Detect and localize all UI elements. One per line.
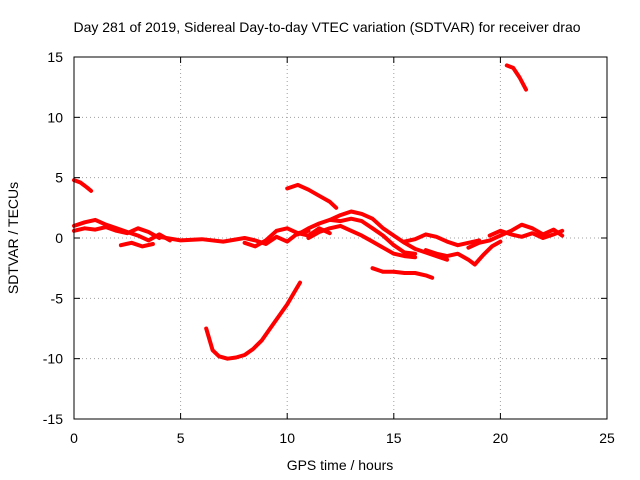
series-arc15 <box>466 222 565 250</box>
x-tick-label: 10 <box>279 430 295 446</box>
series-arc17 <box>504 63 528 92</box>
series-arc9 <box>295 216 418 256</box>
series-arc12 <box>370 266 435 280</box>
x-axis-label: GPS time / hours <box>287 457 394 473</box>
series-arc8 <box>285 182 339 210</box>
chart-title: Day 281 of 2019, Sidereal Day-to-day VTE… <box>73 19 580 35</box>
y-tick-label: -10 <box>43 351 63 367</box>
series-arc2 <box>72 225 162 240</box>
series-arc16 <box>487 228 565 240</box>
x-tick-label: 25 <box>599 430 615 446</box>
series-layer <box>72 63 565 361</box>
ticks <box>73 56 608 420</box>
series-arc7 <box>204 280 302 361</box>
tick-labels: 0 5 10 15 20 25 -15 -10 -5 0 5 10 15 <box>43 49 615 446</box>
y-tick-label: 15 <box>47 49 63 65</box>
y-tick-label: 10 <box>47 109 63 125</box>
y-tick-label: 0 <box>55 230 63 246</box>
series-arc10 <box>306 223 418 260</box>
series-arc4 <box>72 178 94 193</box>
x-tick-label: 5 <box>177 430 185 446</box>
series-arc14 <box>423 239 503 267</box>
x-tick-label: 0 <box>70 430 78 446</box>
series-arc11 <box>327 209 450 262</box>
series-arc13 <box>402 232 482 248</box>
y-tick-label: -15 <box>43 411 63 427</box>
series-arc3 <box>118 240 155 249</box>
y-tick-label: -5 <box>51 290 64 306</box>
series-arc5 <box>157 226 332 246</box>
x-tick-label: 20 <box>493 430 509 446</box>
y-tick-label: 5 <box>55 170 63 186</box>
x-tick-label: 15 <box>386 430 402 446</box>
y-axis-label: SDTVAR / TECUs <box>5 182 21 294</box>
